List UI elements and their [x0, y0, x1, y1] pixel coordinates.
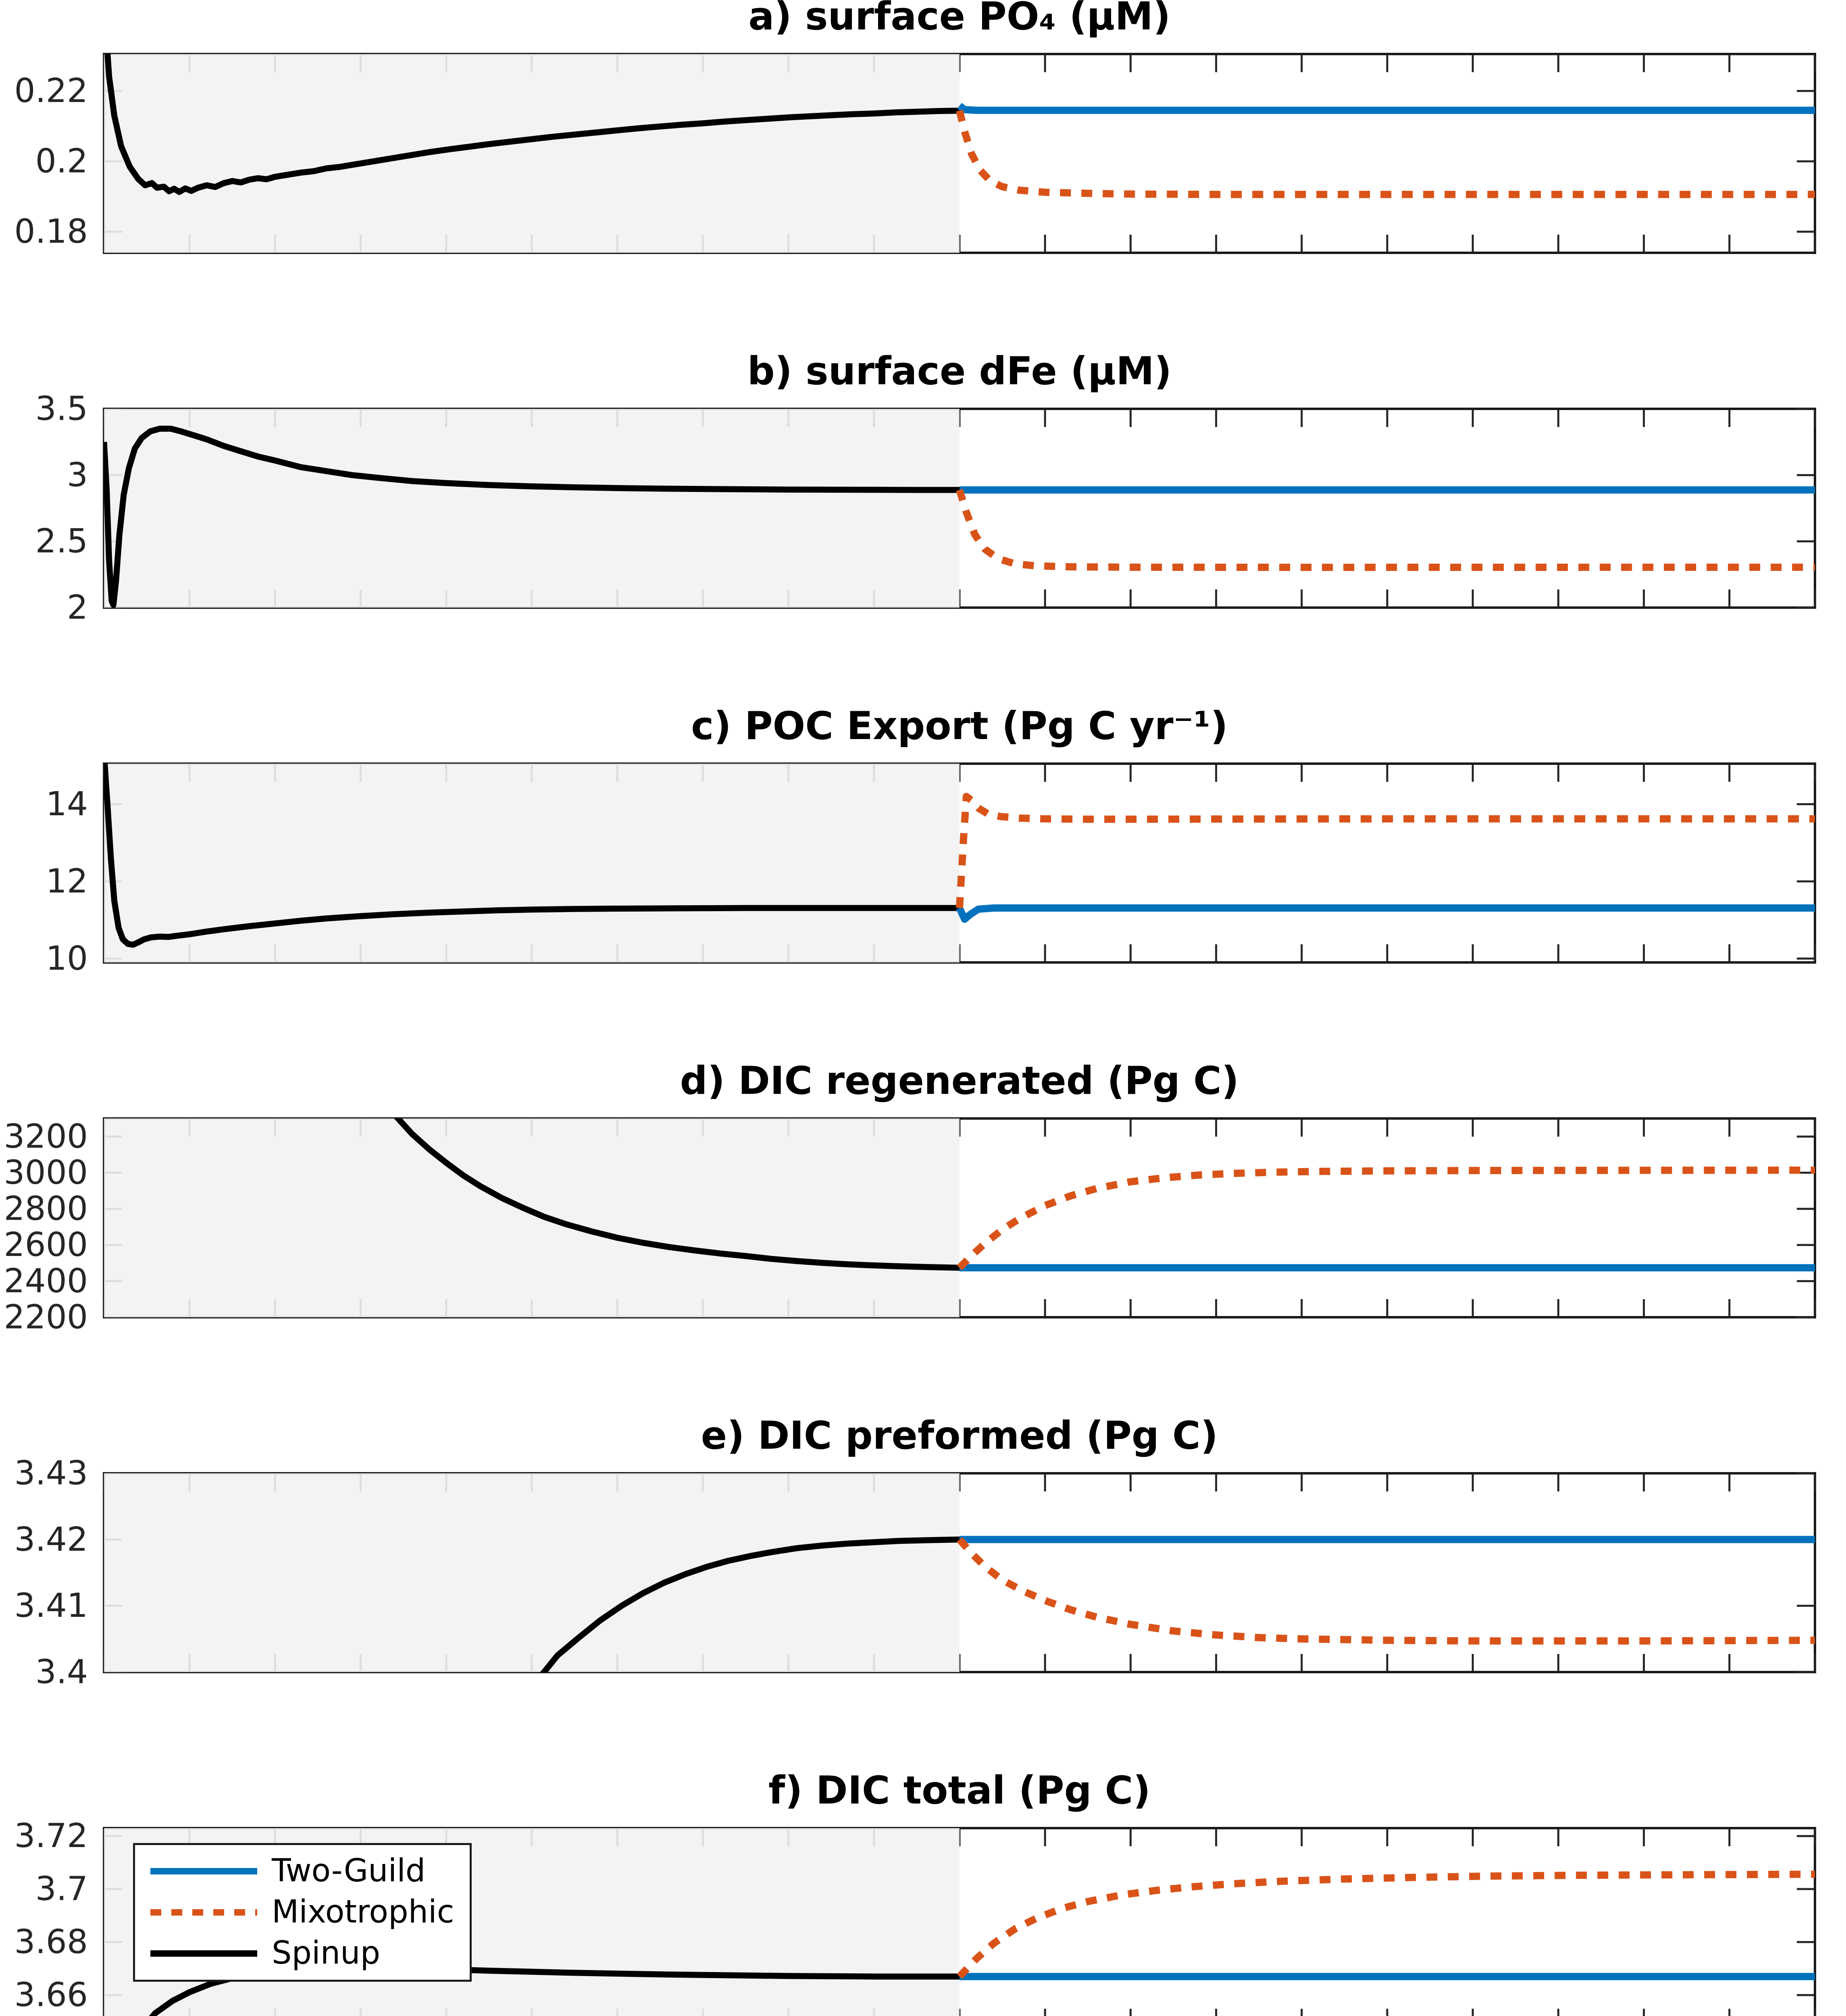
y-tick-label: 3000: [4, 1154, 88, 1192]
y-tick-label: 3.5: [35, 390, 88, 428]
panel-d: d) DIC regenerated (Pg C) 2200 2400 2600 28…: [0, 1060, 1846, 1337]
spinup-shading-region: [104, 409, 959, 608]
series-spinup: [394, 1118, 960, 1271]
series-spinup: [104, 425, 959, 608]
y-tick-label: 2600: [4, 1226, 88, 1264]
spinup-shading-region: [104, 764, 959, 962]
y-tick-label: 0.18: [14, 212, 88, 251]
y-tick-label: 2: [67, 589, 88, 627]
y-tick-label: 3.41: [14, 1587, 88, 1625]
y-tick-label: 3.68: [14, 1923, 88, 1961]
y-tick-label: 3.43: [14, 1454, 88, 1493]
y-tick-label: 0.2: [35, 142, 88, 181]
y-tick-label: 3.72: [14, 1817, 88, 1855]
y-tick-label: 3.7: [35, 1870, 88, 1908]
spinup-shading-region: [104, 1473, 959, 1672]
panel-c-plot: 10 12 14: [46, 762, 1816, 978]
y-tick-labels: 10 12 14: [46, 785, 88, 978]
y-tick-label: 12: [46, 862, 88, 900]
mixotrophic-line-swatch: [150, 1909, 257, 1916]
legend-entry-two-guild: Two-Guild: [150, 1853, 454, 1889]
series-spinup: [104, 764, 959, 948]
panel-a-title: a) surface PO₄ (μM): [748, 0, 1171, 39]
panel-e: e) DIC preformed (Pg C) 3.4 3.41 3.42 3.43: [0, 1415, 1846, 1691]
y-tick-labels: 2 2.5 3 3.5: [35, 390, 88, 627]
panel-e-plot: 3.4 3.41 3.42 3.43: [14, 1454, 1816, 1691]
y-tick-label: 2.5: [35, 522, 88, 560]
y-tick-label: 14: [46, 785, 88, 823]
y-tick-label: 3.4: [35, 1653, 88, 1691]
panel-a-plot: 0.18 0.2 0.22: [14, 53, 1816, 254]
panel-e-title: e) DIC preformed (Pg C): [701, 1414, 1218, 1458]
panel-f: f) DIC total (Pg C) 3.66 3.68 3.7 3.72 Two-…: [0, 1770, 1846, 2016]
y-tick-labels: 3.4 3.41 3.42 3.43: [14, 1454, 88, 1691]
spinup-shading-region: [104, 1118, 959, 1317]
legend-entry-mixotrophic: Mixotrophic: [150, 1893, 454, 1930]
legend-label-two-guild: Two-Guild: [272, 1853, 426, 1889]
spinup-line-swatch: [150, 1950, 257, 1957]
series-mixotrophic: [957, 1537, 1815, 1645]
legend-entry-spinup: Spinup: [150, 1937, 454, 1970]
series-mixotrophic: [957, 1870, 1815, 1979]
spinup-shading-region: [104, 54, 959, 253]
two-guild-line-swatch: [150, 1868, 257, 1874]
panel-b: b) surface dFe (μM) 2 2.5 3 3.5: [0, 350, 1846, 627]
y-tick-labels: 3.66 3.68 3.7 3.72: [14, 1817, 88, 2014]
series-two-guild: [956, 904, 1815, 923]
series-spinup: [104, 54, 960, 195]
legend-label-mixotrophic: Mixotrophic: [272, 1893, 454, 1930]
y-tick-label: 3.42: [14, 1520, 88, 1559]
series-mixotrophic: [956, 793, 1815, 908]
panel-a: a) surface PO₄ (μM) 0.18 0.2 0.22: [0, 0, 1846, 254]
series-mixotrophic: [956, 110, 1815, 198]
y-tick-label: 2200: [4, 1298, 88, 1337]
y-tick-label: 0.22: [14, 72, 88, 110]
panel-b-title: b) surface dFe (μM): [747, 349, 1172, 394]
panel-c: c) POC Export (Pg C yr⁻¹) 10 12 14: [0, 705, 1846, 978]
panel-d-title: d) DIC regenerated (Pg C): [680, 1059, 1239, 1103]
legend: Two-Guild Mixotrophic Spinup: [133, 1843, 472, 1982]
series-mixotrophic: [957, 1166, 1815, 1270]
series-mixotrophic: [956, 489, 1815, 571]
y-tick-label: 3200: [4, 1117, 88, 1156]
panel-f-title: f) DIC total (Pg C): [768, 1768, 1151, 1813]
y-tick-label: 3: [67, 456, 88, 494]
panel-c-title: c) POC Export (Pg C yr⁻¹): [691, 704, 1228, 748]
y-tick-label: 2800: [4, 1190, 88, 1228]
y-tick-label: 10: [46, 939, 88, 978]
series-two-guild: [957, 103, 1815, 114]
legend-label-spinup: Spinup: [272, 1935, 381, 1971]
y-tick-label: 2400: [4, 1262, 88, 1300]
series-spinup: [540, 1536, 960, 1672]
y-tick-label: 3.66: [14, 1976, 88, 2014]
panel-b-plot: 2 2.5 3 3.5: [35, 390, 1816, 627]
y-tick-labels: 0.18 0.2 0.22: [14, 72, 88, 251]
